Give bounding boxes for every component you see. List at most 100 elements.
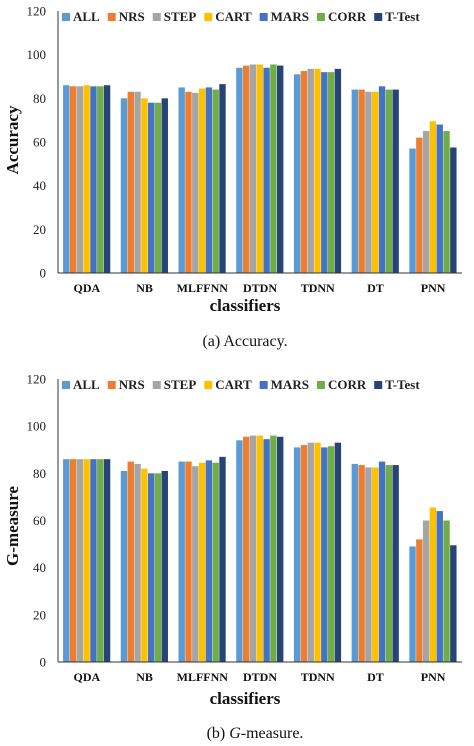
y-tick-label: 0: [40, 266, 47, 281]
legend-label-mars: MARS: [271, 377, 309, 392]
bar-dt-nrs: [358, 89, 365, 273]
legend-label-step: STEP: [164, 377, 197, 392]
bar-nb-step: [134, 91, 141, 273]
bar-tdnn-nrs: [300, 445, 308, 662]
bar-mlffnn-step: [192, 466, 199, 662]
bar-dt-all: [351, 463, 359, 662]
legend-swatch-step: [152, 381, 161, 389]
bar-nb-t-test: [161, 98, 168, 273]
y-tick-label: 100: [27, 419, 47, 434]
bar-dt-mars: [378, 86, 386, 273]
legend-label-nrs: NRS: [119, 9, 145, 24]
bar-qda-nrs: [69, 86, 77, 273]
bar-nb-mars: [147, 473, 155, 662]
bar-tdnn-t-test: [334, 442, 342, 662]
accuracy-bars: [63, 64, 457, 274]
accuracy-chart-panel: QDA NB MLFFNN DTDN TDNN DT PNN 0 20 40 60 80 100 120 …: [0, 0, 474, 360]
legend-swatch-cart: [204, 13, 213, 21]
accuracy-axes: QDA NB MLFFNN DTDN TDNN DT PNN 0 20 40 60 80 100 120: [27, 4, 462, 295]
bar-tdnn-nrs: [300, 71, 308, 273]
y-tick-label: 120: [27, 372, 47, 387]
accuracy-x-axis-title: classifiers: [210, 296, 281, 315]
bar-nb-t-test: [161, 470, 168, 662]
g-measure-legend: ALL NRS STEP CART MARS CORR T-Test: [62, 377, 420, 392]
bar-qda-t-test: [103, 459, 111, 662]
g-measure-chart-panel: QDA NB MLFFNN DTDN TDNN DT PNN 0 20 40 60 80 100 120 …: [0, 364, 474, 746]
bar-qda-cart: [83, 85, 90, 273]
bar-dtdn-all: [236, 67, 243, 274]
x-tick-label: QDA: [74, 281, 101, 295]
bar-pnn-corr: [443, 520, 450, 662]
y-tick-label: 40: [33, 560, 46, 575]
bar-qda-mars: [90, 459, 97, 662]
bar-pnn-step: [422, 520, 430, 662]
legend-label-cart: CART: [215, 9, 252, 24]
x-tick-label: DTDN: [243, 281, 277, 295]
bar-dtdn-cart: [256, 435, 263, 662]
bar-nb-mars: [147, 102, 155, 273]
legend-label-t-test: T-Test: [385, 9, 420, 24]
bar-dtdn-corr: [270, 435, 277, 662]
bar-mlffnn-mars: [205, 460, 213, 662]
bar-pnn-mars: [436, 124, 443, 273]
accuracy-bar-chart: QDA NB MLFFNN DTDN TDNN DT PNN020406080100120 …: [3, 4, 462, 350]
legend-swatch-all: [62, 13, 70, 21]
y-tick-label: 0: [40, 655, 47, 670]
bar-tdnn-step: [307, 442, 314, 662]
x-tick-label: NB: [136, 281, 153, 295]
legend-swatch-step: [152, 13, 161, 21]
bar-tdnn-cart: [314, 68, 321, 273]
bar-dtdn-step: [249, 64, 257, 274]
bar-tdnn-corr: [327, 446, 335, 662]
bar-mlffnn-all: [178, 461, 185, 662]
bar-dt-t-test: [392, 89, 399, 273]
bar-dt-corr: [385, 465, 393, 662]
bar-dtdn-cart: [256, 64, 263, 274]
g-measure-caption-prefix: (b): [207, 725, 230, 742]
bar-dtdn-mars: [263, 67, 270, 274]
bar-dtdn-nrs: [243, 65, 250, 273]
bar-tdnn-cart: [314, 442, 321, 662]
bar-qda-mars: [90, 86, 97, 273]
bar-dtdn-step: [249, 435, 257, 662]
bar-pnn-mars: [436, 511, 443, 662]
bar-mlffnn-cart: [198, 462, 206, 662]
x-tick-label: TDNN: [301, 281, 335, 295]
bar-pnn-nrs: [416, 539, 423, 662]
bar-qda-t-test: [103, 85, 111, 273]
legend-label-corr: CORR: [328, 377, 367, 392]
bar-mlffnn-t-test: [219, 456, 226, 662]
bar-tdnn-all: [293, 74, 301, 273]
bar-pnn-step: [422, 131, 430, 273]
bar-nb-cart: [141, 98, 148, 273]
g-measure-bars: [63, 435, 457, 662]
legend-label-all: ALL: [73, 9, 100, 24]
bar-mlffnn-t-test: [219, 84, 226, 273]
legend-swatch-corr: [316, 13, 325, 21]
accuracy-caption: (a) Accuracy.: [202, 333, 287, 350]
bar-mlffnn-step: [192, 92, 199, 274]
g-measure-axes: QDA NB MLFFNN DTDN TDNN DT PNN 0 20 40 60 80 100 120: [27, 372, 462, 684]
x-tick-label: TDNN: [301, 670, 335, 684]
bar-dt-corr: [385, 89, 393, 273]
bar-qda-corr: [97, 86, 104, 273]
bar-pnn-all: [409, 546, 416, 662]
accuracy-y-axis-title: Accuracy: [3, 105, 22, 174]
bar-dt-cart: [372, 467, 379, 662]
bar-pnn-t-test: [450, 545, 457, 662]
bar-dt-step: [365, 91, 372, 273]
bar-dt-all: [351, 89, 359, 273]
bar-nb-nrs: [127, 461, 134, 662]
legend-swatch-nrs: [107, 13, 116, 21]
bar-mlffnn-cart: [198, 88, 206, 273]
bar-nb-all: [120, 470, 128, 662]
bar-nb-nrs: [127, 91, 134, 273]
bar-dt-t-test: [392, 465, 399, 662]
legend-swatch-mars: [259, 381, 268, 389]
bar-dtdn-all: [236, 440, 243, 662]
legend-label-corr: CORR: [328, 9, 367, 24]
x-tick-label: NB: [136, 670, 153, 684]
bar-dt-nrs: [358, 465, 365, 662]
legend-label-nrs: NRS: [119, 377, 145, 392]
bar-dt-mars: [378, 461, 386, 662]
